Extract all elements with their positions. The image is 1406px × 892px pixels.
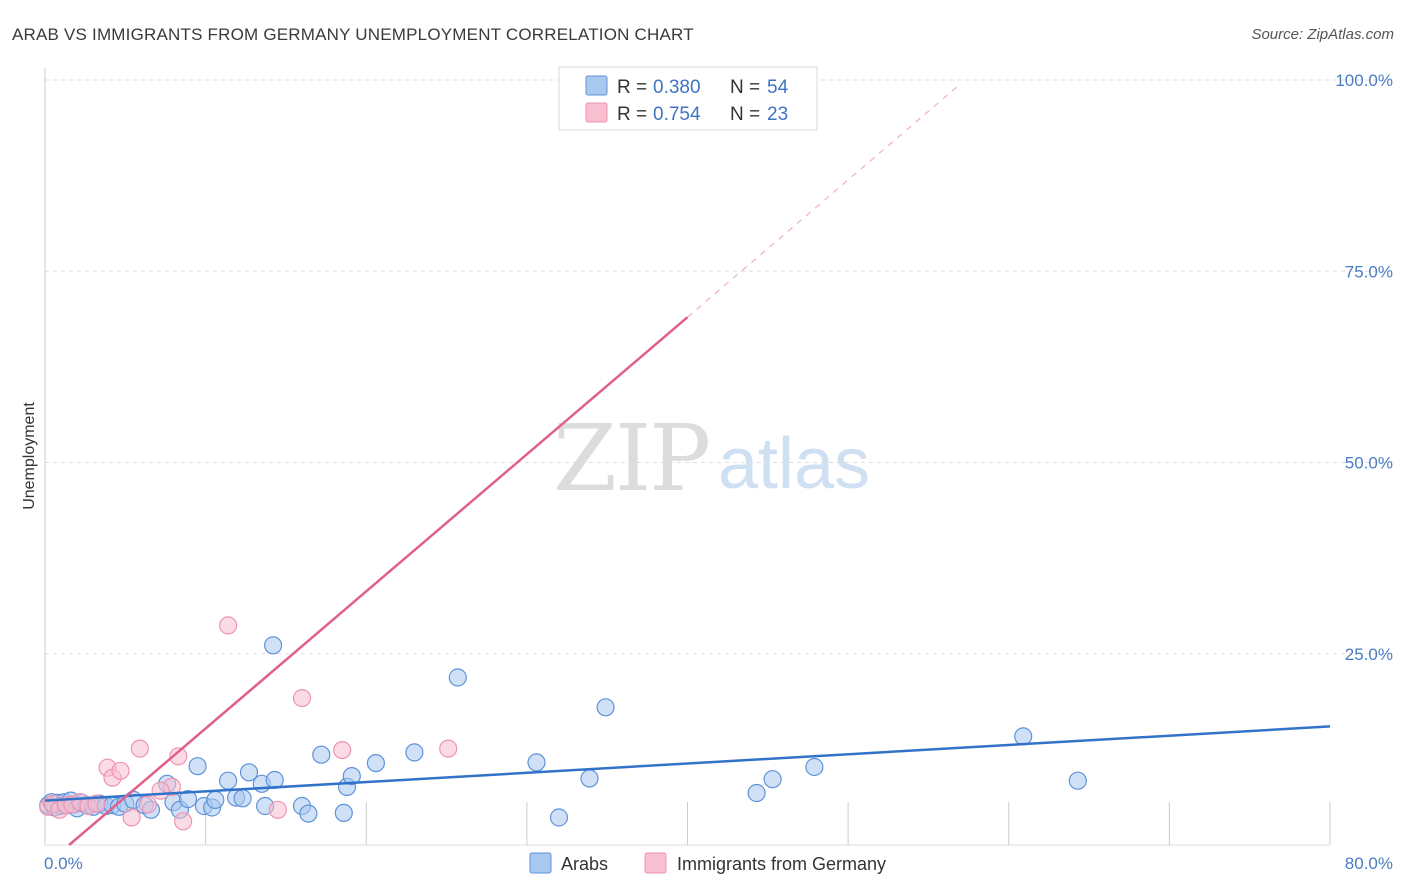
- point-immigrants-from-germany-22: [151, 781, 170, 800]
- y-tick-label-100: 100.0%: [1335, 71, 1393, 90]
- point-immigrants-from-germany-10: [111, 761, 130, 780]
- correlation-legend: R = 0.380 N = 54 R = 0.754 N = 23: [558, 66, 818, 131]
- x-tick-label-0: 0.0%: [44, 854, 83, 873]
- point-arabs-47: [549, 808, 569, 827]
- point-arabs-51: [763, 770, 782, 789]
- point-immigrants-from-germany-17: [219, 616, 238, 635]
- point-arabs-46: [527, 753, 546, 772]
- chart-source: Source: ZipAtlas.com: [1251, 26, 1394, 43]
- legend-n-label-arabs: N =: [730, 77, 760, 98]
- watermark-atlas: atlas: [718, 424, 870, 504]
- tick-labels: 25.0% 50.0% 75.0% 100.0% 0.0% 80.0%: [44, 71, 1393, 873]
- chart-title: ARAB VS IMMIGRANTS FROM GERMANY UNEMPLOY…: [12, 25, 694, 44]
- point-arabs-42: [342, 766, 361, 786]
- point-arabs-50: [747, 783, 766, 803]
- legend-swatch-immigrants-from-germany: [585, 102, 608, 123]
- point-arabs-28: [206, 790, 225, 810]
- bottom-legend-label-arabs: Arabs: [561, 854, 608, 874]
- bottom-legend-swatch-immigrants-from-germany: [644, 852, 667, 874]
- point-arabs-38: [299, 804, 318, 823]
- legend-r-label-arabs: R =: [617, 77, 647, 98]
- legend-r-value-immigrants-from-germany: 0.754: [653, 104, 701, 125]
- y-tick-label-50: 50.0%: [1345, 454, 1393, 473]
- point-arabs-44: [405, 743, 424, 762]
- point-immigrants-from-germany-16: [174, 812, 193, 831]
- y-axis-label: Unemployment: [21, 402, 38, 510]
- bottom-legend-label-immigrants-from-germany: Immigrants from Germany: [677, 854, 886, 874]
- point-arabs-25: [188, 757, 207, 776]
- point-arabs-36: [264, 636, 283, 655]
- point-immigrants-from-germany-13: [138, 795, 157, 814]
- trendline-arabs: [44, 725, 1331, 802]
- point-arabs-31: [233, 789, 252, 808]
- legend-r-label-immigrants-from-germany: R =: [617, 104, 647, 125]
- series-legend: Arabs Immigrants from Germany: [529, 852, 886, 874]
- point-arabs-39: [312, 745, 331, 764]
- point-immigrants-from-germany-21: [439, 739, 458, 758]
- trendline-immigrants-from-germany: [68, 316, 689, 846]
- x-tick-label-80: 80.0%: [1345, 854, 1393, 873]
- watermark-zip: ZIP: [553, 405, 709, 512]
- point-immigrants-from-germany-20: [333, 740, 352, 760]
- point-arabs-24: [178, 789, 198, 809]
- grid-layer: [45, 79, 1392, 655]
- point-arabs-45: [448, 668, 467, 687]
- legend-swatch-arabs: [585, 75, 608, 96]
- point-arabs-53: [1014, 727, 1033, 746]
- point-arabs-43: [366, 753, 385, 773]
- point-arabs-40: [334, 803, 353, 823]
- y-tick-label-25: 25.0%: [1345, 645, 1393, 664]
- point-arabs-54: [1068, 771, 1087, 790]
- point-arabs-32: [239, 763, 259, 782]
- points-arabs: [39, 636, 1087, 827]
- legend-n-value-immigrants-from-germany: 23: [767, 104, 788, 125]
- y-tick-label-75: 75.0%: [1345, 262, 1393, 281]
- point-immigrants-from-germany-7: [87, 794, 106, 813]
- trend-layer: [44, 83, 1331, 846]
- point-arabs-48: [580, 769, 599, 788]
- axis-layer: [44, 68, 1331, 846]
- legend-n-value-arabs: 54: [767, 77, 789, 98]
- point-immigrants-from-germany-12: [130, 739, 149, 758]
- point-immigrants-from-germany-19: [292, 688, 312, 708]
- point-arabs-49: [596, 698, 615, 717]
- points-immigrants-from-germany: [39, 616, 458, 831]
- legend-n-label-immigrants-from-germany: N =: [730, 104, 760, 125]
- bottom-legend-swatch-arabs: [529, 852, 552, 874]
- point-arabs-29: [219, 771, 238, 790]
- point-immigrants-from-germany-11: [122, 808, 141, 827]
- point-immigrants-from-germany-15: [169, 747, 188, 766]
- point-arabs-52: [805, 757, 824, 777]
- point-immigrants-from-germany-18: [268, 800, 287, 819]
- legend-r-value-arabs: 0.380: [653, 77, 701, 98]
